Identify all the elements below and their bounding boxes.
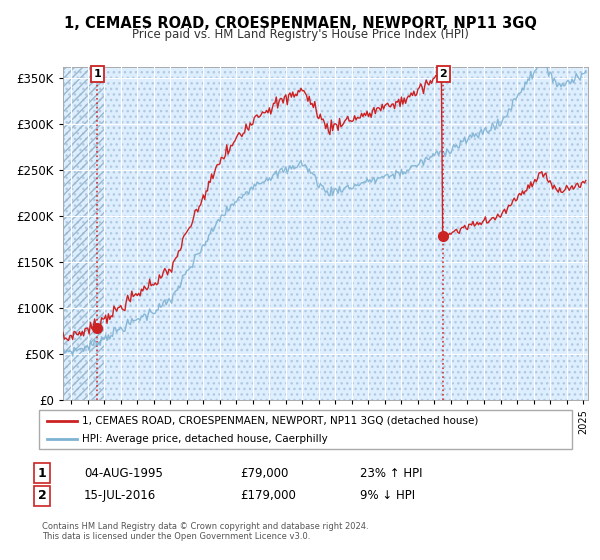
Text: Price paid vs. HM Land Registry's House Price Index (HPI): Price paid vs. HM Land Registry's House … [131,28,469,41]
Text: HPI: Average price, detached house, Caerphilly: HPI: Average price, detached house, Caer… [82,434,328,444]
Text: 2: 2 [38,489,46,502]
Text: 04-AUG-1995: 04-AUG-1995 [84,466,163,480]
Text: 23% ↑ HPI: 23% ↑ HPI [360,466,422,480]
Bar [63,67,104,400]
Text: Contains HM Land Registry data © Crown copyright and database right 2024.
This d: Contains HM Land Registry data © Crown c… [42,522,368,542]
Text: 9% ↓ HPI: 9% ↓ HPI [360,489,415,502]
Text: 1: 1 [94,69,101,79]
Text: £179,000: £179,000 [240,489,296,502]
Text: 1, CEMAES ROAD, CROESPENMAEN, NEWPORT, NP11 3GQ: 1, CEMAES ROAD, CROESPENMAEN, NEWPORT, N… [64,16,536,31]
Text: 2: 2 [440,69,447,79]
Text: 1, CEMAES ROAD, CROESPENMAEN, NEWPORT, NP11 3GQ (detached house): 1, CEMAES ROAD, CROESPENMAEN, NEWPORT, N… [82,416,478,426]
Text: 1: 1 [38,466,46,480]
FancyBboxPatch shape [39,410,572,449]
Text: 15-JUL-2016: 15-JUL-2016 [84,489,156,502]
Text: £79,000: £79,000 [240,466,289,480]
